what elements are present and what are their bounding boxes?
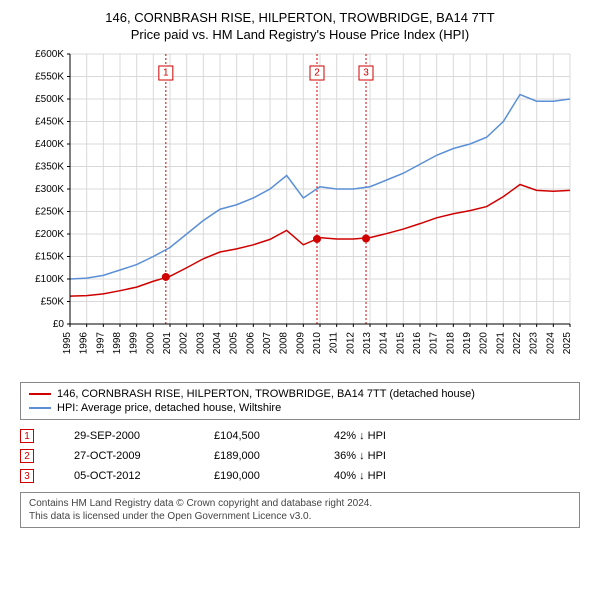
- svg-text:£500K: £500K: [35, 94, 64, 105]
- event-marker-icon: 3: [20, 469, 34, 483]
- svg-text:2023: 2023: [529, 332, 540, 355]
- chart-area: £0 £50K £100K £150K £200K £250K £300K £350K £400…: [20, 46, 580, 376]
- svg-text:2011: 2011: [329, 332, 340, 354]
- chart-container: 146, CORNBRASH RISE, HILPERTON, TROWBRID…: [0, 0, 600, 528]
- svg-text:£450K: £450K: [35, 117, 64, 128]
- events-table: 1 29-SEP-2000 £104,500 42% ↓ HPI 2 27-OC…: [20, 426, 580, 486]
- svg-text:2001: 2001: [162, 332, 173, 355]
- svg-text:2018: 2018: [445, 332, 456, 355]
- svg-text:2022: 2022: [512, 332, 523, 355]
- event-date: 05-OCT-2012: [74, 470, 174, 482]
- svg-text:2004: 2004: [212, 332, 223, 355]
- svg-text:2006: 2006: [245, 332, 256, 355]
- legend-swatch: [29, 407, 51, 409]
- svg-text:£550K: £550K: [35, 72, 64, 83]
- svg-text:1997: 1997: [95, 332, 106, 355]
- svg-text:1: 1: [163, 68, 169, 79]
- legend-row: 146, CORNBRASH RISE, HILPERTON, TROWBRID…: [29, 387, 571, 401]
- legend-box: 146, CORNBRASH RISE, HILPERTON, TROWBRID…: [20, 382, 580, 420]
- svg-text:1995: 1995: [62, 332, 73, 355]
- svg-text:3: 3: [363, 68, 369, 79]
- event-price: £189,000: [214, 450, 294, 462]
- svg-text:2007: 2007: [262, 332, 273, 355]
- svg-text:1998: 1998: [112, 332, 123, 355]
- svg-text:2002: 2002: [179, 332, 190, 355]
- event-date: 29-SEP-2000: [74, 430, 174, 442]
- legend-swatch: [29, 393, 51, 395]
- footer-line-2: This data is licensed under the Open Gov…: [29, 510, 571, 523]
- footer-box: Contains HM Land Registry data © Crown c…: [20, 492, 580, 528]
- event-marker-icon: 2: [20, 449, 34, 463]
- event-date: 27-OCT-2009: [74, 450, 174, 462]
- title-line-1: 146, CORNBRASH RISE, HILPERTON, TROWBRID…: [0, 10, 600, 25]
- event-pct: 42% ↓ HPI: [334, 430, 434, 442]
- title-block: 146, CORNBRASH RISE, HILPERTON, TROWBRID…: [0, 0, 600, 46]
- svg-text:£100K: £100K: [35, 274, 64, 285]
- svg-text:1996: 1996: [79, 332, 90, 355]
- svg-text:2010: 2010: [312, 332, 323, 355]
- svg-text:£50K: £50K: [41, 297, 65, 308]
- chart-svg: £0 £50K £100K £150K £200K £250K £300K £350K £400…: [20, 46, 580, 376]
- svg-text:2008: 2008: [279, 332, 290, 355]
- svg-text:2003: 2003: [195, 332, 206, 355]
- svg-text:2009: 2009: [295, 332, 306, 355]
- svg-text:2021: 2021: [495, 332, 506, 355]
- event-pct: 36% ↓ HPI: [334, 450, 434, 462]
- svg-text:2013: 2013: [362, 332, 373, 355]
- svg-text:2025: 2025: [562, 332, 573, 355]
- svg-text:2024: 2024: [545, 332, 556, 355]
- event-marker-icon: 1: [20, 429, 34, 443]
- svg-text:£150K: £150K: [35, 252, 64, 263]
- svg-text:£0: £0: [53, 319, 65, 330]
- svg-text:£300K: £300K: [35, 184, 64, 195]
- event-row: 2 27-OCT-2009 £189,000 36% ↓ HPI: [20, 446, 580, 466]
- svg-text:2014: 2014: [379, 332, 390, 355]
- svg-text:£200K: £200K: [35, 229, 64, 240]
- svg-text:2012: 2012: [345, 332, 356, 355]
- svg-text:2019: 2019: [462, 332, 473, 355]
- legend-label: HPI: Average price, detached house, Wilt…: [57, 402, 281, 414]
- title-line-2: Price paid vs. HM Land Registry's House …: [0, 27, 600, 42]
- svg-text:£250K: £250K: [35, 207, 64, 218]
- svg-text:2000: 2000: [145, 332, 156, 355]
- svg-text:2020: 2020: [479, 332, 490, 355]
- svg-text:1999: 1999: [129, 332, 140, 355]
- legend-row: HPI: Average price, detached house, Wilt…: [29, 401, 571, 415]
- svg-text:2016: 2016: [412, 332, 423, 355]
- event-row: 3 05-OCT-2012 £190,000 40% ↓ HPI: [20, 466, 580, 486]
- footer-line-1: Contains HM Land Registry data © Crown c…: [29, 497, 571, 510]
- svg-text:2015: 2015: [395, 332, 406, 355]
- event-price: £104,500: [214, 430, 294, 442]
- svg-text:£600K: £600K: [35, 49, 64, 60]
- legend-label: 146, CORNBRASH RISE, HILPERTON, TROWBRID…: [57, 388, 475, 400]
- svg-text:2: 2: [314, 68, 320, 79]
- svg-text:2005: 2005: [229, 332, 240, 355]
- svg-text:£350K: £350K: [35, 162, 64, 173]
- event-pct: 40% ↓ HPI: [334, 470, 434, 482]
- event-row: 1 29-SEP-2000 £104,500 42% ↓ HPI: [20, 426, 580, 446]
- svg-text:2017: 2017: [429, 332, 440, 355]
- event-price: £190,000: [214, 470, 294, 482]
- svg-text:£400K: £400K: [35, 139, 64, 150]
